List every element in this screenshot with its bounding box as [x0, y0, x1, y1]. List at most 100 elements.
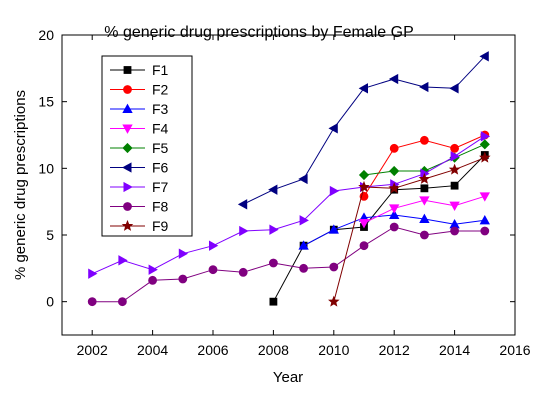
- data-point: [449, 83, 459, 94]
- x-tick-label: 2002: [77, 342, 108, 358]
- data-point: [389, 204, 400, 214]
- series-f9: [328, 151, 491, 307]
- x-tick-label: 2016: [499, 342, 530, 358]
- legend-item-f8: F8: [110, 199, 169, 215]
- data-point: [389, 209, 400, 220]
- data-point: [450, 226, 460, 236]
- data-point: [329, 262, 339, 272]
- data-point: [328, 224, 339, 234]
- data-point: [298, 240, 309, 250]
- y-tick-label: 15: [38, 94, 54, 110]
- legend-marker: [122, 124, 133, 134]
- data-point: [268, 184, 278, 195]
- legend-marker: [123, 202, 132, 211]
- data-point: [479, 51, 489, 62]
- data-point: [329, 185, 340, 197]
- data-point: [299, 215, 309, 226]
- x-tick-label: 2010: [318, 342, 349, 358]
- y-tick-label: 5: [46, 227, 54, 243]
- x-tick-label: 2008: [258, 342, 289, 358]
- legend-item-f4: F4: [110, 121, 169, 137]
- data-point: [328, 123, 338, 134]
- data-point: [389, 143, 399, 153]
- data-point: [419, 213, 430, 224]
- legend-marker: [122, 103, 133, 113]
- data-point: [208, 240, 219, 251]
- data-point: [358, 180, 370, 192]
- series-f6: [237, 51, 489, 210]
- data-point: [389, 222, 399, 232]
- axis-ticks: 2002 2004 2006 2008 2010 2012 2014 2016 0 5 10 15 20: [38, 27, 530, 358]
- data-point: [418, 172, 431, 184]
- legend-label: F4: [152, 121, 169, 137]
- data-point: [118, 297, 127, 307]
- data-point: [480, 131, 491, 142]
- data-point: [118, 255, 128, 266]
- x-axis-label: Year: [273, 369, 303, 386]
- data-point: [298, 173, 308, 185]
- legend-label: F8: [152, 199, 169, 215]
- legend-marker: [122, 162, 132, 173]
- data-point: [388, 182, 400, 194]
- data-point: [148, 264, 158, 275]
- y-tick-label: 20: [38, 27, 54, 43]
- data-point: [87, 297, 97, 307]
- data-point: [358, 83, 369, 94]
- data-point: [269, 297, 278, 306]
- legend-item-f5: F5: [110, 140, 169, 156]
- data-point: [268, 258, 278, 268]
- data-point: [449, 201, 460, 211]
- data-point: [479, 215, 490, 225]
- data-point: [299, 263, 309, 273]
- data-point: [238, 267, 248, 277]
- data-point: [239, 225, 249, 237]
- y-tick-label: 0: [46, 294, 54, 310]
- series-f8: [87, 222, 490, 307]
- data-point: [389, 165, 400, 177]
- data-point: [450, 143, 460, 153]
- legend: F1 F2 F3 F4 F5 F6 F7 F8 F9: [101, 55, 193, 237]
- data-point: [88, 268, 98, 279]
- legend-marker: [122, 142, 133, 154]
- y-axis-label: % generic drug prescriptions: [12, 90, 29, 280]
- data-point: [479, 151, 491, 163]
- data-point: [450, 181, 459, 190]
- data-point: [420, 184, 429, 193]
- x-tick-label: 2012: [379, 342, 410, 358]
- legend-label: F5: [152, 140, 169, 156]
- data-point: [479, 139, 490, 150]
- legend-label: F7: [152, 179, 169, 195]
- data-point: [148, 275, 158, 285]
- legend-label: F2: [152, 82, 169, 98]
- series-f2: [359, 130, 490, 201]
- data-point: [358, 169, 370, 181]
- data-point: [328, 295, 340, 307]
- data-point: [208, 265, 218, 275]
- series-line: [92, 226, 485, 303]
- legend-label: F3: [152, 101, 169, 117]
- x-tick-label: 2004: [137, 342, 168, 358]
- data-point: [419, 230, 429, 240]
- legend-marker: [123, 66, 132, 74]
- data-point: [419, 81, 429, 93]
- data-point: [388, 73, 399, 85]
- data-point: [358, 218, 370, 229]
- x-tick-label: 2006: [197, 342, 228, 358]
- data-point: [419, 135, 429, 145]
- data-point: [450, 151, 460, 162]
- data-point: [178, 248, 189, 259]
- y-tick-label: 10: [38, 160, 54, 176]
- legend-item-f6: F6: [110, 160, 169, 176]
- legend-label: F9: [152, 218, 169, 234]
- series-f4: [358, 192, 490, 229]
- plot-frame: [61, 34, 516, 336]
- chart-title: % generic drug prescriptions by Female G…: [104, 24, 413, 41]
- series-f3: [298, 209, 490, 250]
- series-layer: [87, 51, 491, 307]
- series-line: [333, 157, 485, 302]
- legend-item-f1: F1: [110, 62, 169, 78]
- legend-marker: [123, 85, 132, 94]
- legend-item-f3: F3: [110, 101, 169, 117]
- legend-item-f2: F2: [110, 82, 169, 98]
- x-tick-label: 2014: [439, 342, 470, 358]
